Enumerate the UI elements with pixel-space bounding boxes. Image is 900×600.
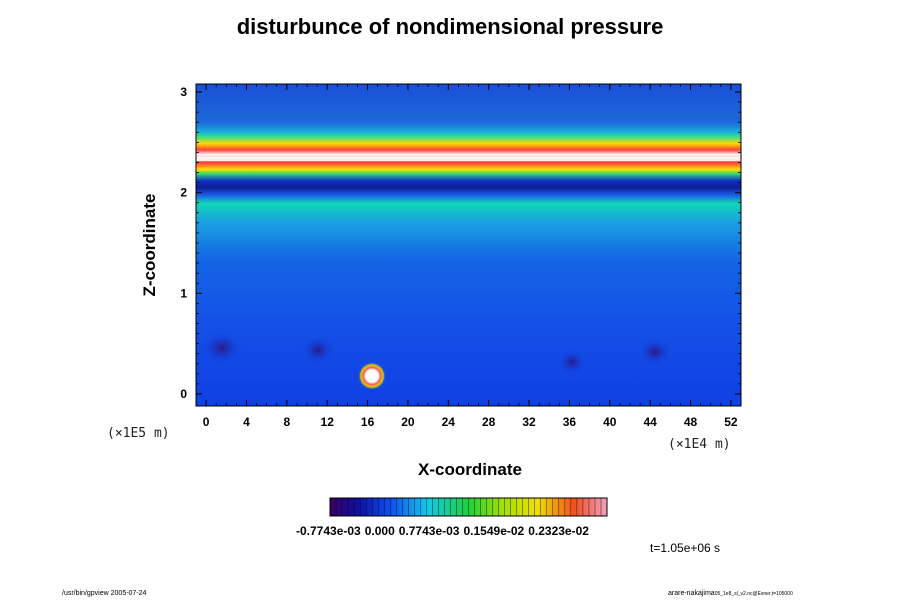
weak-minimum bbox=[558, 350, 586, 374]
colorbar-label: 0.1549e-02 bbox=[463, 524, 525, 538]
weak-minimum bbox=[302, 336, 334, 364]
x-tick-label: 52 bbox=[724, 415, 738, 429]
x-tick-label: 8 bbox=[283, 415, 290, 429]
footer-right-small: 05_1e8_sl_v2.nc@Exner,t=105000 bbox=[714, 591, 793, 597]
colorbar-ticks bbox=[329, 498, 608, 516]
x-tick-label: 28 bbox=[482, 415, 496, 429]
x-tick-label: 20 bbox=[401, 415, 415, 429]
colorbar-label: -0.7743e-03 bbox=[296, 524, 361, 538]
weak-minimum bbox=[202, 332, 242, 364]
x-tick-label: 40 bbox=[603, 415, 617, 429]
x-tick-label: 16 bbox=[361, 415, 375, 429]
pressure-field bbox=[196, 84, 741, 406]
x-axis-ticks: 0 4 8 12 16 20 24 28 32 36 40 44 48 52 bbox=[203, 84, 738, 429]
footer-right-main: arare-nakajima bbox=[668, 590, 715, 597]
colorbar-label: 0.000 bbox=[364, 524, 395, 538]
y-axis-label: Z-coordinate bbox=[140, 193, 159, 297]
x-tick-label: 36 bbox=[563, 415, 577, 429]
x-tick-label: 32 bbox=[522, 415, 536, 429]
time-label: t=1.05e+06 s bbox=[650, 541, 721, 555]
y-axis-ticks: 0 1 2 3 bbox=[180, 85, 741, 401]
max-band-highlight bbox=[196, 157, 741, 161]
chart-title: disturbunce of nondimensional pressure bbox=[236, 14, 664, 39]
x-tick-label: 44 bbox=[643, 415, 657, 429]
x-axis-label: X-coordinate bbox=[418, 460, 522, 479]
y-tick-label: 2 bbox=[180, 186, 187, 200]
colorbar-label: 0.2323e-02 bbox=[528, 524, 589, 538]
colorbar-label: 0.7743e-03 bbox=[398, 524, 460, 538]
local-maximum-spot bbox=[358, 362, 386, 390]
colorbar-labels: -0.7743e-03 0.000 0.7743e-03 0.1549e-02 0.23… bbox=[296, 524, 589, 538]
y-tick-label: 1 bbox=[180, 286, 187, 300]
footer-left: /usr/bin/gpview 2005-07-24 bbox=[62, 590, 147, 597]
x-tick-label: 48 bbox=[684, 415, 698, 429]
x-tick-label: 0 bbox=[203, 415, 210, 429]
y-tick-label: 0 bbox=[180, 387, 187, 401]
y-tick-label: 3 bbox=[180, 85, 187, 99]
x-scale-label: (×1E4 m) bbox=[668, 437, 731, 452]
weak-minimum bbox=[639, 338, 671, 366]
footer-right: arare-nakajima05_1e8_sl_v2.nc@Exner,t=10… bbox=[668, 590, 793, 597]
x-tick-label: 24 bbox=[442, 415, 456, 429]
x-tick-label: 4 bbox=[243, 415, 250, 429]
y-scale-label: (×1E5 m) bbox=[107, 426, 170, 441]
x-tick-label: 12 bbox=[321, 415, 335, 429]
